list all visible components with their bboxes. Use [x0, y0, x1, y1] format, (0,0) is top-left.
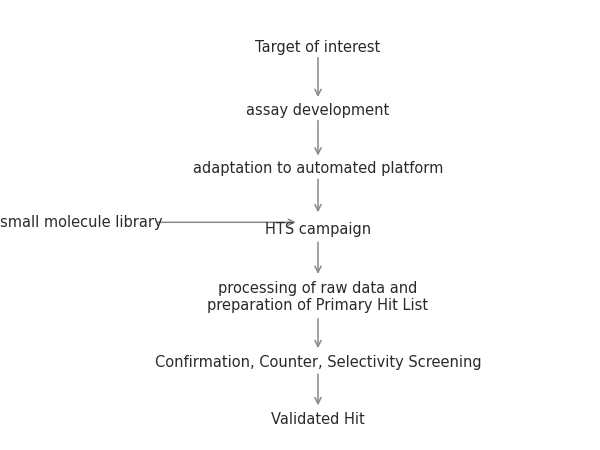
Text: Confirmation, Counter, Selectivity Screening: Confirmation, Counter, Selectivity Scree…	[155, 355, 481, 370]
Text: small molecule library: small molecule library	[0, 215, 163, 230]
Text: Validated Hit: Validated Hit	[271, 412, 365, 427]
Text: Target of interest: Target of interest	[256, 40, 380, 55]
Text: assay development: assay development	[247, 103, 389, 118]
Text: adaptation to automated platform: adaptation to automated platform	[193, 161, 443, 176]
Text: processing of raw data and
preparation of Primary Hit List: processing of raw data and preparation o…	[208, 281, 428, 313]
Text: HTS campaign: HTS campaign	[265, 222, 371, 237]
